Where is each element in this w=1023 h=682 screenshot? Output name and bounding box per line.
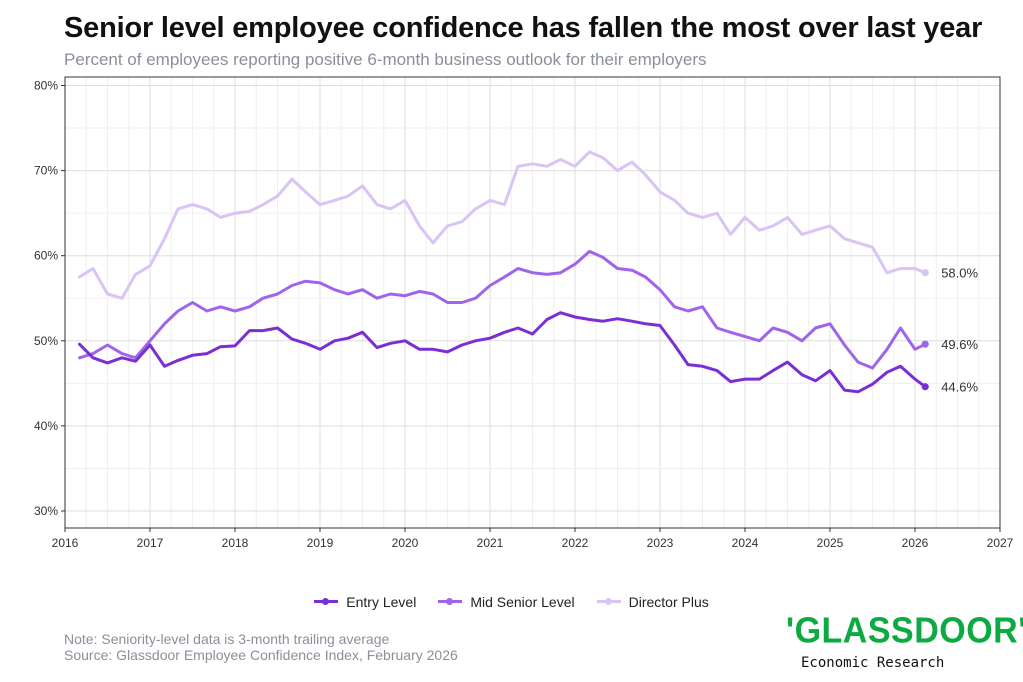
series-line-entry-level <box>78 311 927 394</box>
y-tick-label: 60% <box>34 249 58 263</box>
y-tick-label: 40% <box>34 419 58 433</box>
end-point-director-plus <box>921 269 929 277</box>
end-point-entry-level <box>921 383 929 391</box>
plot-border <box>64 76 1001 529</box>
end-label-mid-senior-level: 49.6% <box>941 337 978 352</box>
x-tick-label: 2023 <box>647 536 674 550</box>
x-tick-label: 2024 <box>732 536 759 550</box>
y-tick-label: 50% <box>34 334 58 348</box>
chart-source: Source: Glassdoor Employee Confidence In… <box>64 647 458 663</box>
x-tick-label: 2021 <box>477 536 504 550</box>
series-line-mid-senior-level <box>78 249 927 370</box>
y-tick-label: 80% <box>34 79 58 93</box>
x-tick-label: 2017 <box>137 536 164 550</box>
legend-label-entry-level: Entry Level <box>346 594 417 610</box>
economic-research-tagline: Economic Research <box>801 655 945 671</box>
legend-item-entry-level: Entry Level <box>314 594 416 610</box>
legend-key-entry-level <box>314 597 339 607</box>
glassdoor-logo: 'GLASSDOOR' <box>786 611 1023 651</box>
legend-key-mid-senior-level <box>438 597 463 607</box>
x-tick-label: 2027 <box>987 536 1014 550</box>
chart-title: Senior level employee confidence has fal… <box>64 12 983 44</box>
end-label-entry-level: 44.6% <box>941 380 978 395</box>
x-tick-label: 2025 <box>817 536 844 550</box>
end-label-director-plus: 58.0% <box>941 266 978 281</box>
chart-subtitle: Percent of employees reporting positive … <box>64 50 707 69</box>
x-tick-label: 2019 <box>307 536 334 550</box>
chart-legend: Entry Level Mid Senior Level Director Pl… <box>0 594 1023 610</box>
x-tick-label: 2020 <box>392 536 419 550</box>
legend-key-director-plus <box>596 597 621 607</box>
y-tick-label: 30% <box>34 504 58 518</box>
x-tick-label: 2018 <box>222 536 249 550</box>
end-point-mid-senior-level <box>921 340 929 348</box>
x-tick-label: 2022 <box>562 536 589 550</box>
legend-label-mid-senior-level: Mid Senior Level <box>470 594 575 610</box>
legend-item-mid-senior-level: Mid Senior Level <box>438 594 575 610</box>
x-tick-label: 2016 <box>52 536 79 550</box>
series-line-director-plus <box>78 150 927 300</box>
chart-note: Note: Seniority-level data is 3-month tr… <box>64 631 390 647</box>
y-tick-label: 70% <box>34 164 58 178</box>
legend-item-director-plus: Director Plus <box>596 594 709 610</box>
x-tick-label: 2026 <box>902 536 929 550</box>
legend-label-director-plus: Director Plus <box>628 594 709 610</box>
